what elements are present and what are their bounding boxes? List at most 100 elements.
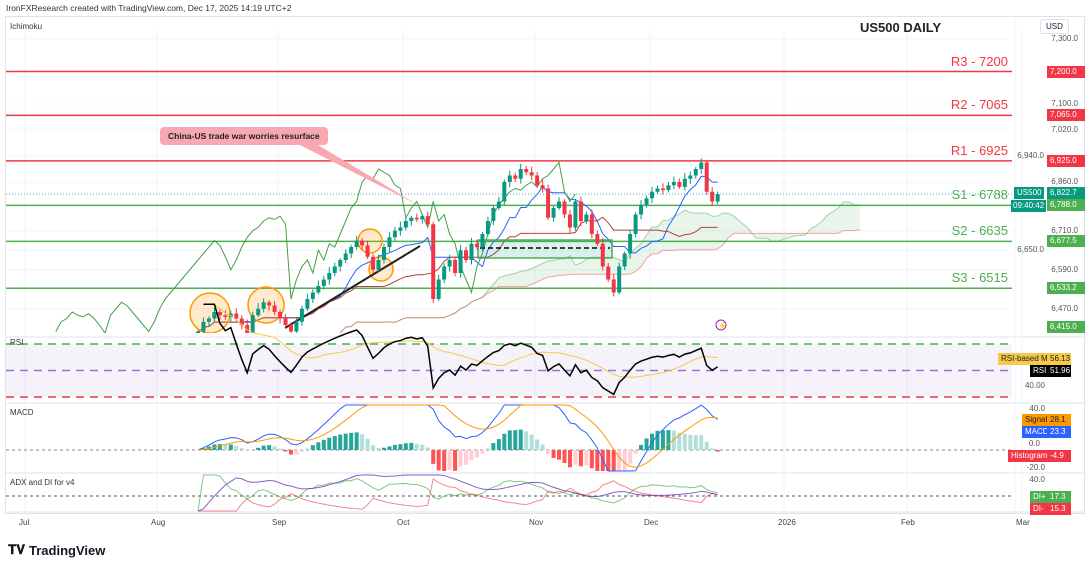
macd-histogram-bar [682, 433, 687, 450]
candle-body [239, 318, 244, 325]
candle-body [245, 325, 250, 333]
macd-histogram-bar [381, 447, 386, 450]
macd-histogram-bar [660, 430, 665, 450]
candle-body [387, 237, 392, 247]
rsi-ma-value: 56.13 [1047, 353, 1071, 365]
trend-line [284, 245, 421, 329]
macd-pane-label[interactable]: MACD [10, 408, 34, 417]
level-price-tag: 6,415.0 [1047, 320, 1085, 333]
candle-body [403, 221, 408, 228]
candle-body [414, 217, 419, 220]
candle-body [655, 188, 660, 192]
macd-histogram-bar [387, 446, 392, 450]
adx-pane-label[interactable]: ADX and DI for v4 [10, 478, 75, 487]
macd-histogram-bar [573, 450, 578, 465]
macd-histogram-bar [409, 442, 414, 450]
candle-body [469, 243, 474, 260]
candle-body [354, 240, 359, 247]
candle-body [425, 216, 430, 225]
macd-histogram-bar [447, 450, 452, 470]
candle-body [283, 318, 288, 325]
candle-body [699, 162, 704, 169]
macd-histogram-bar [239, 448, 244, 450]
adx-line [197, 474, 718, 512]
candle-body [349, 247, 354, 254]
macd-histogram-bar [288, 450, 293, 455]
candle-body [485, 221, 490, 234]
macd-histogram-bar [267, 445, 272, 450]
macd-histogram-bar [688, 434, 693, 450]
macd-histogram-bar [371, 445, 376, 450]
macd-histogram-bar [305, 448, 310, 450]
chart-credit: IronFXResearch created with TradingView.… [6, 3, 292, 13]
macd-histogram-bar [595, 450, 600, 471]
macd-histogram-bar [360, 434, 365, 450]
candle-body [464, 250, 469, 260]
candle-body [567, 214, 572, 228]
macd-tick-0: 0.0 [1028, 439, 1040, 448]
candle-body [250, 315, 255, 333]
time-tick: Dec [644, 518, 659, 527]
lightning-icon [715, 319, 727, 331]
currency-button[interactable]: USD [1040, 19, 1069, 34]
di-minus-line [198, 478, 718, 512]
macd-histogram-bar [420, 444, 425, 450]
di-minus-value: 15.3 [1047, 503, 1071, 515]
indicator-label-ichimoku[interactable]: Ichimoku [10, 22, 43, 31]
macd-histogram-bar [567, 450, 572, 468]
macd-histogram-bar [261, 445, 266, 450]
main-pane [6, 158, 1012, 333]
candle-body [535, 175, 540, 186]
candle-body [278, 312, 283, 319]
macd-histogram-bar [518, 429, 523, 450]
candle-body [453, 260, 458, 273]
macd-histogram-bar [611, 450, 616, 471]
candle-body [234, 313, 239, 319]
candle-body [496, 201, 501, 208]
last-price: 6,822.7 [1047, 187, 1085, 199]
signal-value: 28.1 [1047, 414, 1071, 426]
macd-histogram-bar [606, 450, 611, 471]
candle-body [261, 302, 266, 309]
senkou-span-b [339, 229, 860, 333]
candle-body [420, 216, 425, 220]
macd-histogram-bar [365, 438, 370, 450]
candle-body [327, 273, 332, 280]
candle-body [316, 286, 321, 293]
macd-histogram-bar [310, 445, 315, 450]
time-tick: Jul [19, 518, 30, 527]
candle-body [573, 201, 578, 228]
rsi-pane-label[interactable]: RSI [10, 338, 24, 347]
macd-histogram-bar [628, 450, 633, 464]
macd-histogram-bar [278, 448, 283, 450]
chart-title: US500 DAILY [860, 20, 942, 35]
macd-histogram-bar [414, 443, 419, 450]
macd-histogram-bar [453, 450, 458, 471]
chart-frame[interactable] [5, 16, 1085, 514]
macd-histogram-bar [655, 430, 660, 450]
macd-histogram-bar [464, 450, 469, 465]
candle-body [338, 260, 343, 267]
macd-histogram-bar [524, 431, 529, 450]
time-tick: Mar [1016, 518, 1030, 527]
candle-body [671, 182, 676, 186]
price-tick: 6,710.0 [1051, 225, 1078, 235]
candle-body [223, 315, 228, 317]
macd-histogram-bar [283, 450, 288, 452]
candle-body [365, 245, 370, 257]
rsi-line [203, 303, 719, 396]
di-plus-value: 17.3 [1047, 491, 1071, 503]
macd-tick-minus20: -20.0 [1026, 463, 1045, 472]
rsi-ma-line [203, 303, 718, 378]
tradingview-logo[interactable]: 𝐓𝐕 TradingView [8, 542, 105, 558]
histogram-label: Histogram [1008, 450, 1051, 462]
macd-histogram-bar [496, 439, 501, 450]
candle-body [606, 266, 611, 280]
macd-histogram-bar [715, 450, 720, 452]
price-tick: 6,470.0 [1051, 303, 1078, 313]
macd-histogram-bar [584, 450, 589, 466]
annotation-callout[interactable]: China-US trade war worries resurface [160, 127, 328, 145]
price-tick: 7,300.0 [1051, 34, 1078, 43]
macd-histogram-bar [551, 450, 556, 459]
